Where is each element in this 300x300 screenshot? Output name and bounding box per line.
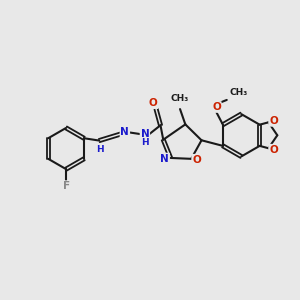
- Text: N: N: [121, 127, 129, 137]
- Text: H: H: [97, 146, 104, 154]
- Text: O: O: [149, 98, 158, 108]
- Text: CH₃: CH₃: [171, 94, 189, 103]
- Text: N: N: [140, 129, 149, 139]
- Text: O: O: [212, 102, 221, 112]
- Text: F: F: [62, 181, 70, 191]
- Text: O: O: [269, 145, 278, 155]
- Text: CH₃: CH₃: [229, 88, 248, 97]
- Text: N: N: [160, 154, 169, 164]
- Text: O: O: [269, 116, 278, 126]
- Text: H: H: [141, 138, 149, 147]
- Text: O: O: [192, 155, 201, 165]
